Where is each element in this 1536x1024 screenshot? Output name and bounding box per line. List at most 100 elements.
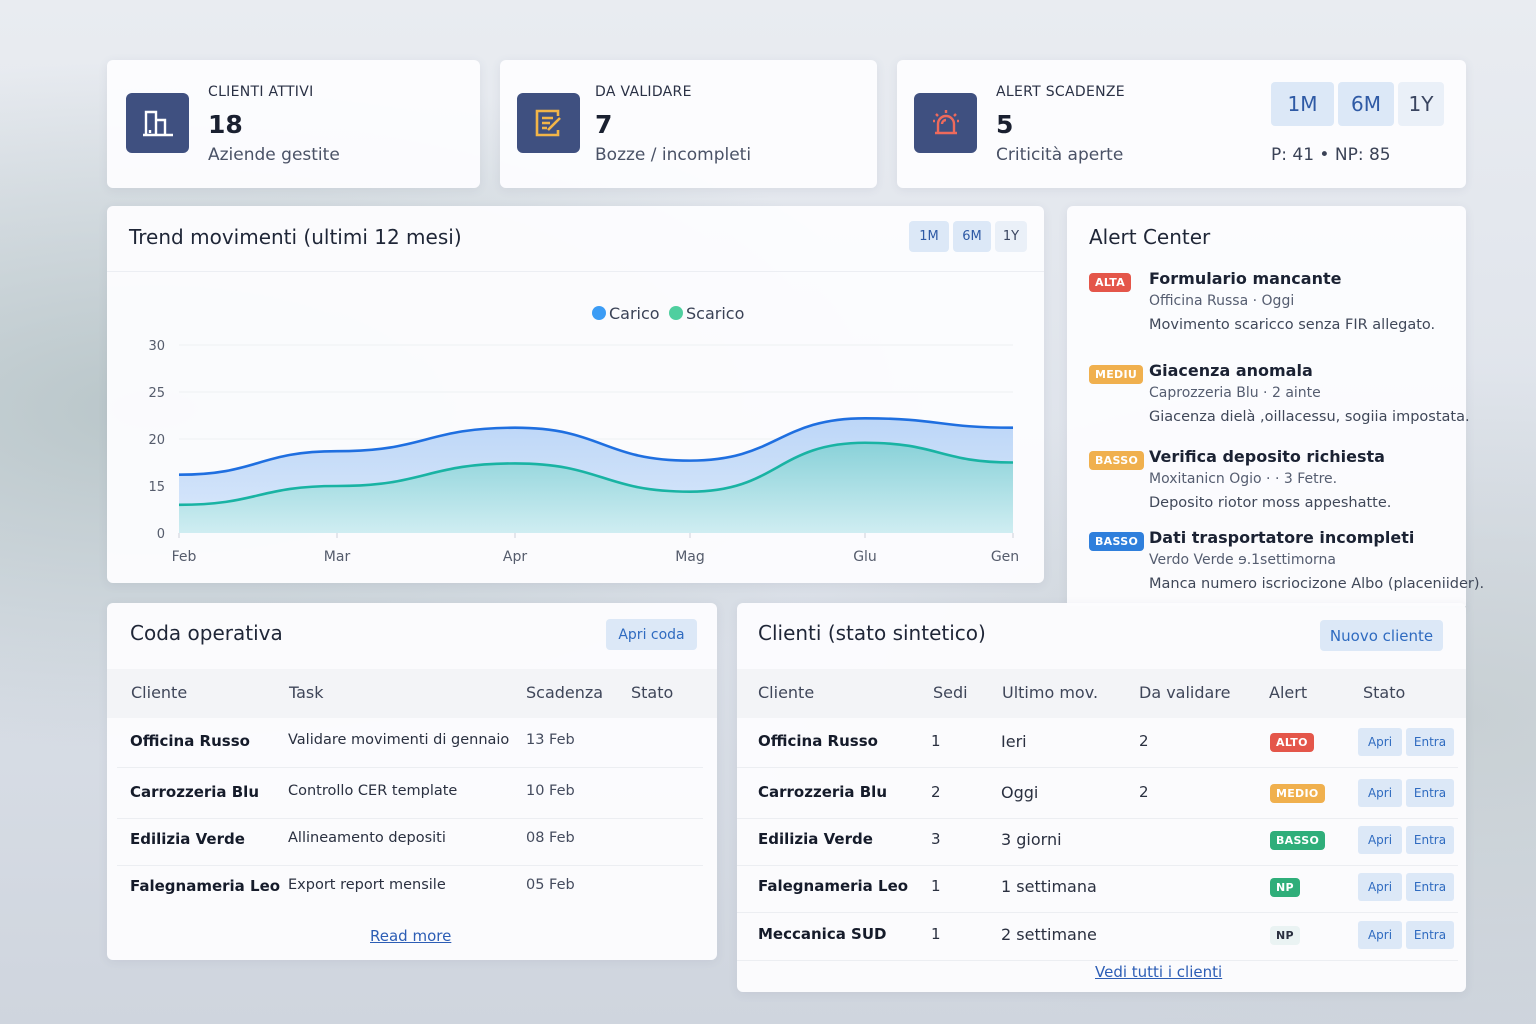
range-1y-button[interactable]: 1Y (1398, 82, 1444, 126)
clients-title: Clienti (stato sintetico) (758, 621, 986, 645)
cell-cliente: Carrozzeria Blu (758, 783, 888, 801)
row-divider (117, 865, 703, 866)
row-divider (737, 960, 1458, 961)
cell-cliente: Edilizia Verde (130, 830, 245, 848)
x-tick-label: Gen (991, 549, 1019, 565)
kpi-label: ALERT SCADENZE (996, 84, 1125, 100)
open-button[interactable]: Apri (1358, 728, 1402, 756)
cell-cliente: Officina Russo (130, 732, 250, 750)
open-button[interactable]: Apri (1358, 826, 1402, 854)
alert-badge: BASSO (1270, 831, 1326, 850)
column-header: Task (289, 683, 324, 702)
x-tick-label: Mar (324, 549, 351, 565)
alert-description: Giacenza dielà ,oillacessu, sogiia impos… (1149, 409, 1470, 425)
kpi-subtitle: Bozze / incompleti (595, 145, 752, 165)
alert-badge: ALTO (1270, 733, 1314, 752)
cell-scadenza: 10 Feb (526, 783, 575, 799)
table-row[interactable]: Carrozzeria Blu Controllo CER template 10 … (107, 781, 717, 805)
severity-badge: BASSO (1089, 532, 1145, 551)
range-1m-button[interactable]: 1M (1271, 82, 1334, 126)
alert-description: Manca numero iscriocizone Albo (placenii… (1149, 576, 1485, 592)
cell-ultimo-mov: Ieri (1001, 732, 1027, 751)
legend-label: Scarico (686, 304, 744, 323)
y-tick-label: 15 (148, 480, 165, 495)
severity-badge: BASSO (1089, 451, 1145, 470)
cell-sedi: 1 (931, 877, 941, 895)
column-header: Cliente (758, 683, 815, 702)
column-header: Ultimo mov. (1002, 683, 1099, 702)
table-row[interactable]: Officina Russo Validare movimenti di genn… (107, 730, 717, 754)
cell-sedi: 1 (931, 925, 941, 943)
cell-sedi: 1 (931, 732, 941, 750)
cell-ultimo-mov: 1 settimana (1001, 877, 1097, 896)
range-6m-button[interactable]: 6M (1338, 82, 1394, 126)
kpi-value: 7 (595, 110, 613, 139)
kpi-subtitle: Criticità aperte (996, 145, 1124, 165)
cell-ultimo-mov: 3 giorni (1001, 830, 1062, 849)
series-line-carico (178, 417, 1014, 477)
kpi-label: CLIENTI ATTIVI (208, 84, 314, 100)
cell-scadenza: 05 Feb (526, 877, 575, 893)
severity-badge: MEDIU (1089, 365, 1144, 384)
enter-button[interactable]: Entra (1406, 921, 1454, 949)
cell-ultimo-mov: Oggi (1001, 783, 1039, 802)
column-header: Cliente (131, 683, 188, 702)
range-6m-button[interactable]: 6M (953, 221, 991, 252)
range-1y-button[interactable]: 1Y (995, 221, 1027, 252)
table-row[interactable]: Falegnameria Leo Export report mensile 05 … (107, 875, 717, 899)
table-row[interactable]: Officina Russo 1 Ieri 2 ALTO Apri Entra (737, 728, 1466, 756)
y-tick-label: 30 (148, 339, 165, 354)
series-line-scarico (178, 441, 1014, 507)
legend-marker (592, 306, 606, 320)
clients-card: Clienti (stato sintetico) Nuovo cliente … (737, 603, 1466, 992)
alert-center-card: Alert Center ALTA Formulario mancante Offi… (1067, 206, 1484, 606)
row-divider (117, 818, 703, 819)
column-header: Stato (631, 683, 674, 702)
trend-area-chart: 30 25 20 15 0 Feb Mar Apr Mag Glu Gen Carico Scarico (148, 304, 1019, 565)
edit-document-icon (517, 93, 580, 153)
read-more-link[interactable]: Read more (370, 927, 452, 945)
alert-meta: Verdo Verde ɘ.1settimorna (1149, 552, 1336, 568)
y-tick-label: 20 (148, 433, 165, 448)
legend-label: Carico (609, 304, 660, 323)
enter-button[interactable]: Entra (1406, 728, 1454, 756)
cell-task: Allineamento depositi (288, 830, 446, 846)
column-header: Alert (1269, 683, 1308, 702)
alert-badge: NP (1270, 878, 1300, 897)
series-area-scarico (179, 442, 1013, 533)
cell-sedi: 2 (931, 783, 941, 801)
view-all-clients-link[interactable]: Vedi tutti i clienti (1095, 963, 1223, 981)
alert-badge: MEDIO (1270, 784, 1325, 803)
cell-sedi: 3 (931, 830, 941, 848)
alert-description: Movimento scaricco senza FIR allegato. (1149, 317, 1436, 333)
chart-title: Trend movimenti (ultimi 12 mesi) (129, 225, 462, 249)
cell-task: Export report mensile (288, 877, 446, 893)
open-queue-button[interactable]: Apri coda (606, 619, 697, 650)
new-client-button[interactable]: Nuovo cliente (1320, 620, 1443, 651)
table-row[interactable]: Edilizia Verde Allineamento depositi 08 Fe… (107, 828, 717, 852)
open-button[interactable]: Apri (1358, 873, 1402, 901)
enter-button[interactable]: Entra (1406, 873, 1454, 901)
table-row[interactable]: Carrozzeria Blu 2 Oggi 2 MEDIO Apri Entra (737, 779, 1466, 807)
x-tick-label: Feb (172, 549, 197, 565)
divider (107, 271, 1044, 272)
row-divider (737, 818, 1458, 819)
row-divider (737, 912, 1458, 913)
open-button[interactable]: Apri (1358, 779, 1402, 807)
cell-cliente: Meccanica SUD (758, 925, 887, 943)
enter-button[interactable]: Entra (1406, 779, 1454, 807)
chart-range-selector: 1M 6M 1Y (909, 221, 1027, 252)
column-header: Da validare (1139, 683, 1231, 702)
trend-chart-card: Trend movimenti (ultimi 12 mesi) 1M 6M 1… (107, 206, 1044, 583)
row-divider (117, 767, 703, 768)
table-row[interactable]: Meccanica SUD 1 2 settimane NP Apri Entra (737, 921, 1466, 949)
queue-title: Coda operativa (130, 621, 283, 645)
range-1m-button[interactable]: 1M (909, 221, 949, 252)
table-row[interactable]: Falegnameria Leo 1 1 settimana NP Apri Entra (737, 873, 1466, 901)
table-row[interactable]: Edilizia Verde 3 3 giorni BASSO Apri Entra (737, 826, 1466, 854)
enter-button[interactable]: Entra (1406, 826, 1454, 854)
kpi-subtitle: Aziende gestite (208, 145, 340, 165)
alert-meta: Officina Russa · Oggi (1149, 293, 1295, 309)
cell-scadenza: 13 Feb (526, 732, 575, 748)
open-button[interactable]: Apri (1358, 921, 1402, 949)
